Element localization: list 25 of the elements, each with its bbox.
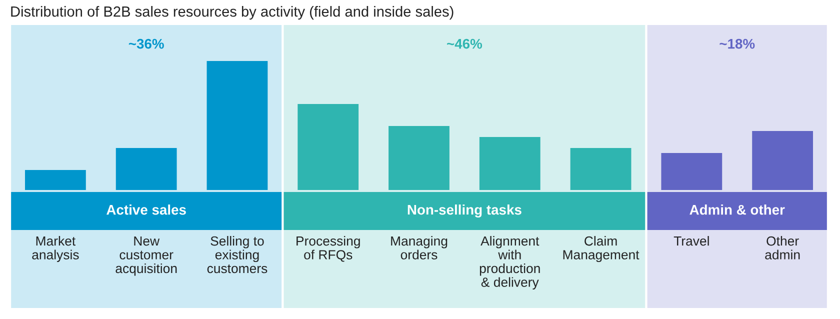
bar xyxy=(116,148,177,190)
x-tick-label: Alignment with production & delivery xyxy=(480,236,540,290)
bar xyxy=(661,152,722,190)
x-tick-label: Claim Management xyxy=(563,236,640,262)
bar xyxy=(479,136,540,190)
bar xyxy=(388,126,450,190)
chart-title: Distribution of B2B sales resources by activity (field and inside sales) xyxy=(11,6,454,20)
bar xyxy=(24,170,86,190)
bar xyxy=(752,131,814,190)
text: ~36% xyxy=(128,38,164,49)
x-tick-label: Other admin xyxy=(765,236,800,260)
bar xyxy=(206,61,268,190)
x-tick-label: Managing orders xyxy=(391,236,448,260)
bar xyxy=(298,104,359,190)
x-tick-label: Market analysis xyxy=(32,236,79,262)
text: ~46% xyxy=(447,38,482,49)
x-tick-label: New customer acquisition xyxy=(116,236,177,276)
bar xyxy=(570,148,632,190)
band-label: Admin & other xyxy=(690,204,785,215)
x-tick-label: Selling to existing customers xyxy=(207,236,268,274)
x-tick-label: Travel xyxy=(674,236,709,246)
band-label: Non-selling tasks xyxy=(408,204,522,218)
text: ~18% xyxy=(720,38,755,49)
x-tick-label: Processing of RFQs xyxy=(296,236,360,262)
band-label: Active sales xyxy=(106,204,186,215)
